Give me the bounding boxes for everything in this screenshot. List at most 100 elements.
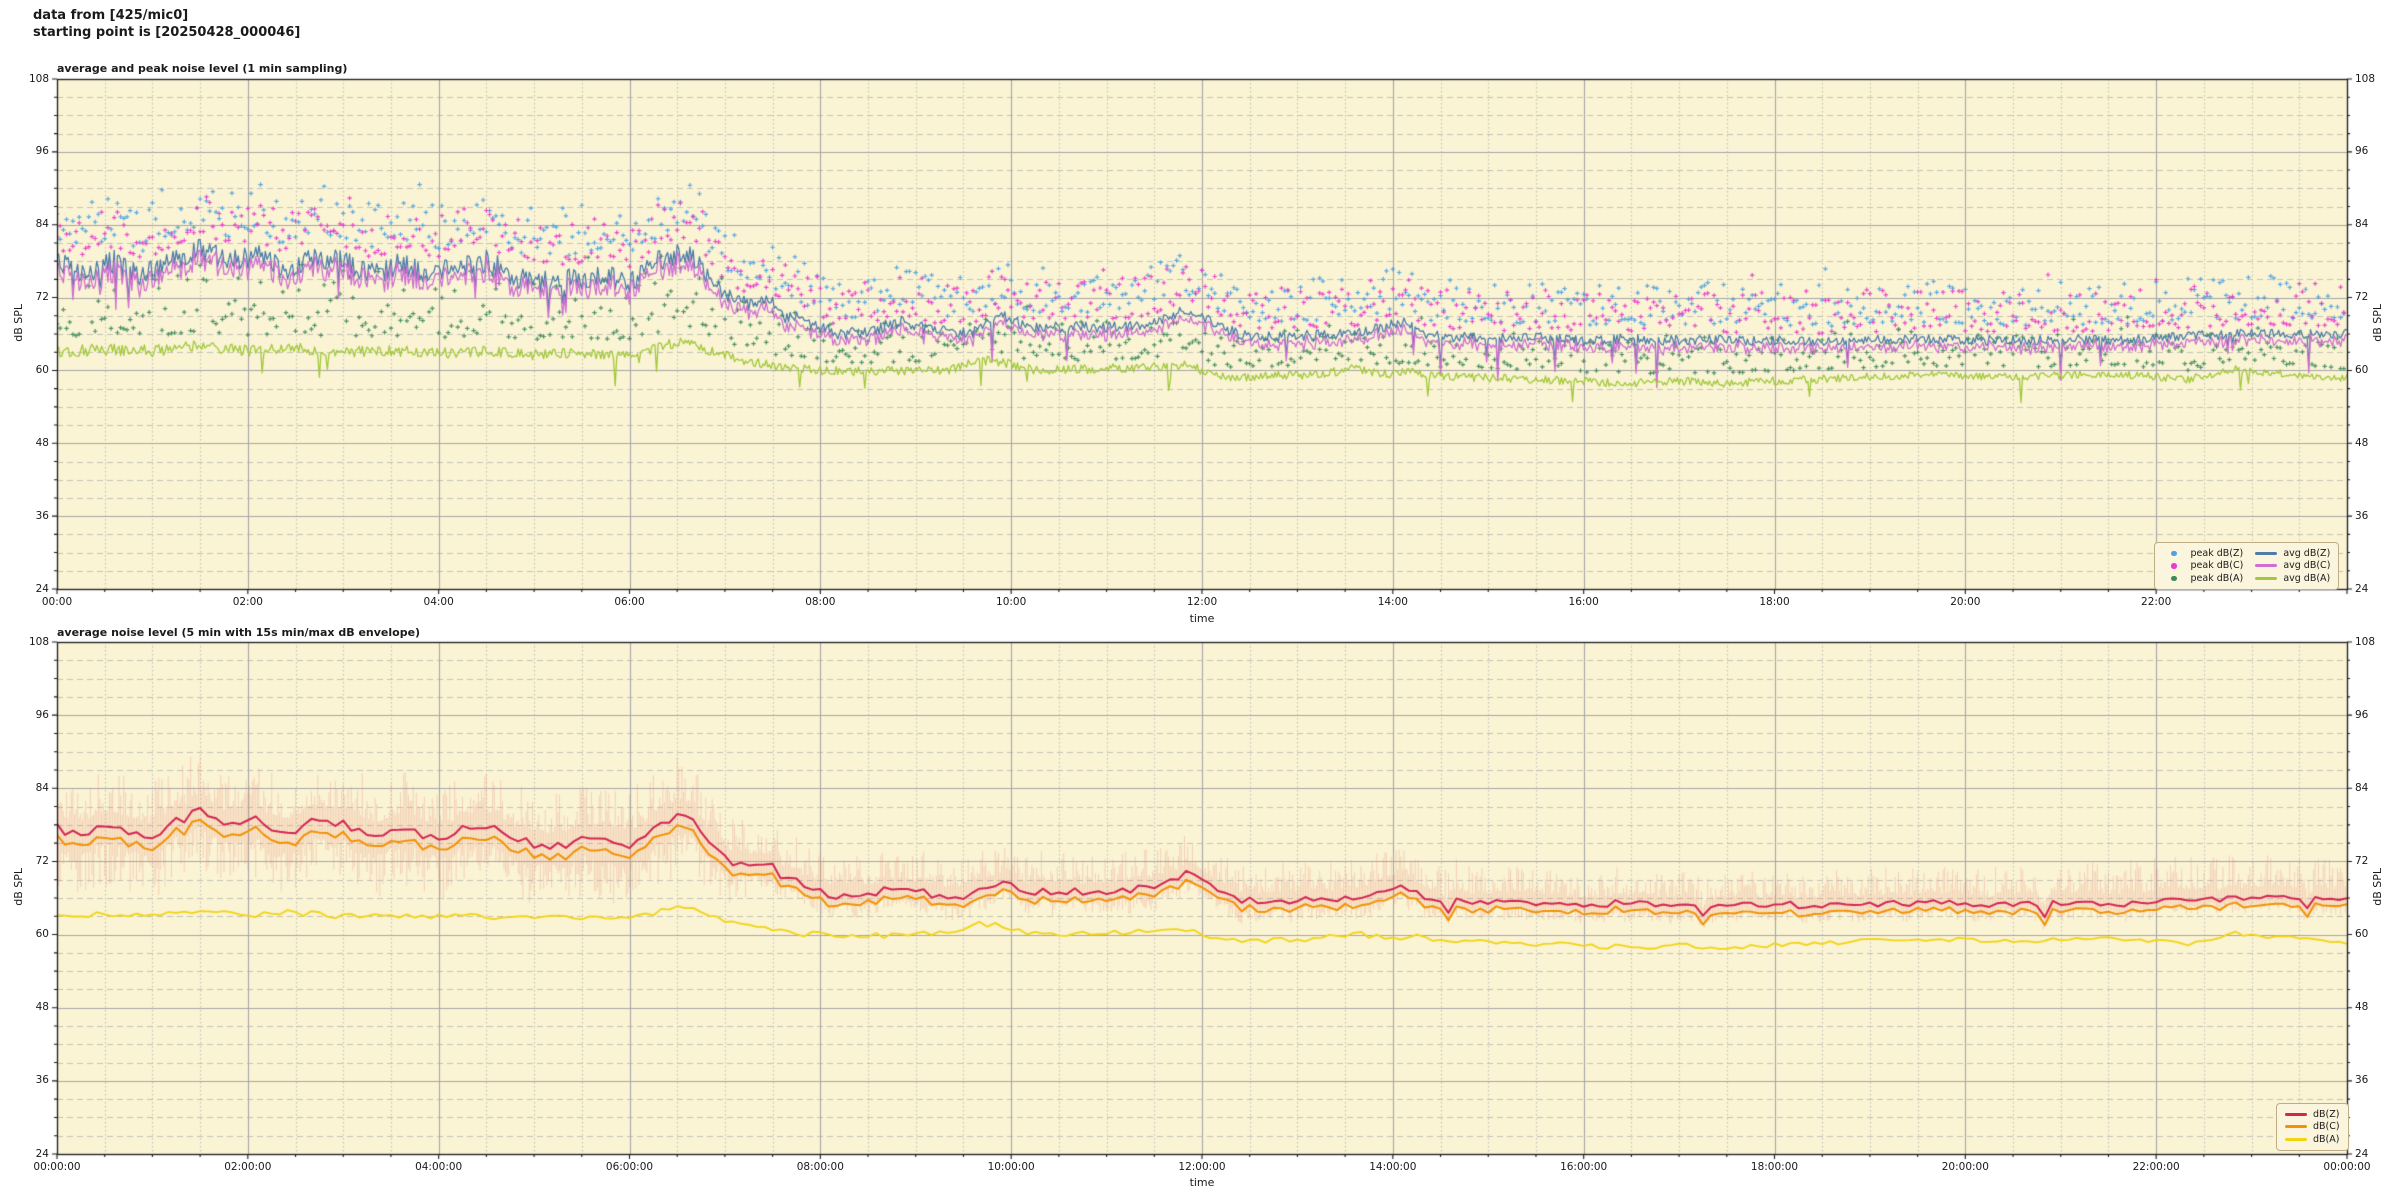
legend-entry: dB(Z) [2285,1108,2340,1121]
chart-2-ylabel-right: dB SPL [2371,868,2384,906]
x-tick-label: 04:00 [423,596,454,608]
legend-column: dB(Z) dB(C) dB(A) [2285,1108,2340,1146]
x-tick-label: 02:00 [232,596,263,608]
y-tick-label-right: 60 [2355,363,2369,376]
legend-column: avg dB(Z) avg dB(C) avg dB(A) [2255,547,2330,585]
x-tick-label: 12:00:00 [1178,1161,1226,1173]
y-tick-label-right: 108 [2355,72,2376,85]
chart-1-title: average and peak noise level (1 min samp… [57,62,348,75]
header-line-1: data from [425/mic0] [33,8,189,23]
y-tick-label-left: 96 [35,708,49,721]
x-tick-label: 02:00:00 [224,1161,272,1173]
x-tick-label: 20:00 [1950,596,1981,608]
y-tick-label-right: 72 [2355,854,2369,867]
legend-column: peak dB(Z) peak dB(C) peak dB(A) [2163,547,2243,585]
x-tick-label: 08:00:00 [796,1161,844,1173]
legend-entry-label: dB(C) [2313,1121,2340,1133]
y-tick-label-left: 36 [35,1074,49,1087]
x-tick-label: 22:00 [2141,596,2172,608]
y-tick-label-left: 72 [35,291,49,304]
legend-entry-label: dB(Z) [2313,1108,2340,1120]
y-tick-label-left: 84 [35,218,49,231]
x-tick-label: 00:00:00 [33,1161,81,1173]
y-tick-label-left: 96 [35,145,49,158]
chart-1-ylabel-right: dB SPL [2371,304,2384,342]
x-tick-label: 00:00 [41,596,73,608]
legend-entry: peak dB(A) [2163,572,2243,585]
legend-line-swatch-icon [2255,564,2278,568]
legend-entry: avg dB(A) [2255,572,2330,585]
legend-entry-label: avg dB(A) [2283,572,2331,584]
y-tick-label-right: 48 [2355,436,2369,449]
chart-1-ylabel-left: dB SPL [12,304,25,342]
x-tick-label: 14:00 [1377,596,1408,608]
legend-entry: peak dB(C) [2163,560,2243,573]
y-tick-label-right: 72 [2355,291,2369,304]
y-tick-label-right: 24 [2355,582,2369,595]
y-tick-label-left: 108 [28,72,49,85]
x-tick-label: 00:00:00 [2323,1161,2371,1173]
legend-entry-label: avg dB(Z) [2283,547,2331,559]
x-tick-label: 12:00 [1186,596,1218,608]
x-tick-label: 06:00:00 [605,1161,654,1173]
x-tick-label: 18:00 [1759,596,1790,608]
legend-entry-label: avg dB(C) [2283,560,2331,572]
legend-dot-swatch-icon [2171,550,2177,556]
y-tick-label-left: 108 [28,635,49,648]
x-tick-label: 10:00:00 [987,1161,1035,1173]
legend-line-swatch-icon [2285,1137,2307,1141]
y-tick-label-right: 96 [2355,145,2369,158]
legend-entry-label: peak dB(Z) [2190,547,2244,559]
x-tick-label: 04:00:00 [415,1161,463,1173]
y-tick-label-right: 36 [2355,509,2369,522]
y-tick-label-right: 24 [2355,1147,2369,1160]
y-tick-label-left: 24 [35,1147,49,1160]
legend-line-swatch-icon [2285,1125,2307,1129]
y-tick-label-left: 84 [35,781,49,794]
legend-dot-swatch-icon [2171,563,2177,569]
y-tick-label-left: 60 [35,363,49,376]
x-tick-label: 16:00:00 [1560,1161,1608,1173]
x-tick-label: 06:00 [614,596,645,608]
y-tick-label-right: 108 [2355,635,2376,648]
legend-entry-label: dB(A) [2313,1133,2340,1145]
y-tick-label-left: 24 [35,582,49,595]
y-tick-label-right: 60 [2355,928,2369,941]
x-tick-label: 10:00 [996,596,1027,608]
y-tick-label-right: 48 [2355,1001,2369,1014]
chart-2-xlabel: time [1189,1176,1215,1189]
y-tick-label-left: 48 [35,436,49,449]
y-tick-label-left: 36 [35,509,49,522]
legend-line-swatch-icon [2285,1112,2307,1116]
legend-entry: avg dB(Z) [2255,547,2330,560]
legend-line-swatch-icon [2255,551,2278,555]
header-line-2: starting point is [20250428_000046] [33,25,301,40]
y-tick-label-right: 96 [2355,708,2369,721]
y-tick-label-left: 48 [35,1001,49,1014]
legend-entry: dB(C) [2285,1121,2340,1134]
legend-entry: dB(A) [2285,1133,2340,1146]
chart-1-legend: peak dB(Z) peak dB(C) peak dB(A) avg dB(Z) a… [2154,542,2340,590]
y-tick-label-left: 60 [35,928,49,941]
legend-entry: avg dB(C) [2255,560,2330,573]
y-tick-label-right: 36 [2355,1074,2369,1087]
legend-entry-label: peak dB(A) [2190,572,2244,584]
x-tick-label: 14:00:00 [1369,1161,1417,1173]
y-tick-label-right: 84 [2355,218,2369,231]
y-tick-label-right: 84 [2355,781,2369,794]
legend-entry-label: peak dB(C) [2190,560,2244,572]
legend-line-swatch-icon [2255,576,2278,580]
chart-1-xlabel: time [1189,612,1215,625]
x-tick-label: 20:00:00 [1941,1161,1989,1173]
chart-2-title: average noise level (5 min with 15s min/… [57,626,421,639]
y-tick-label-left: 72 [35,854,49,867]
legend-entry: peak dB(Z) [2163,547,2243,560]
x-tick-label: 18:00:00 [1750,1161,1799,1173]
chart-2-ylabel-left: dB SPL [12,868,25,906]
chart-2-legend: dB(Z) dB(C) dB(A) [2276,1103,2349,1151]
x-tick-label: 16:00 [1568,596,1599,608]
x-tick-label: 22:00:00 [2132,1161,2180,1173]
x-tick-label: 08:00 [805,596,836,608]
